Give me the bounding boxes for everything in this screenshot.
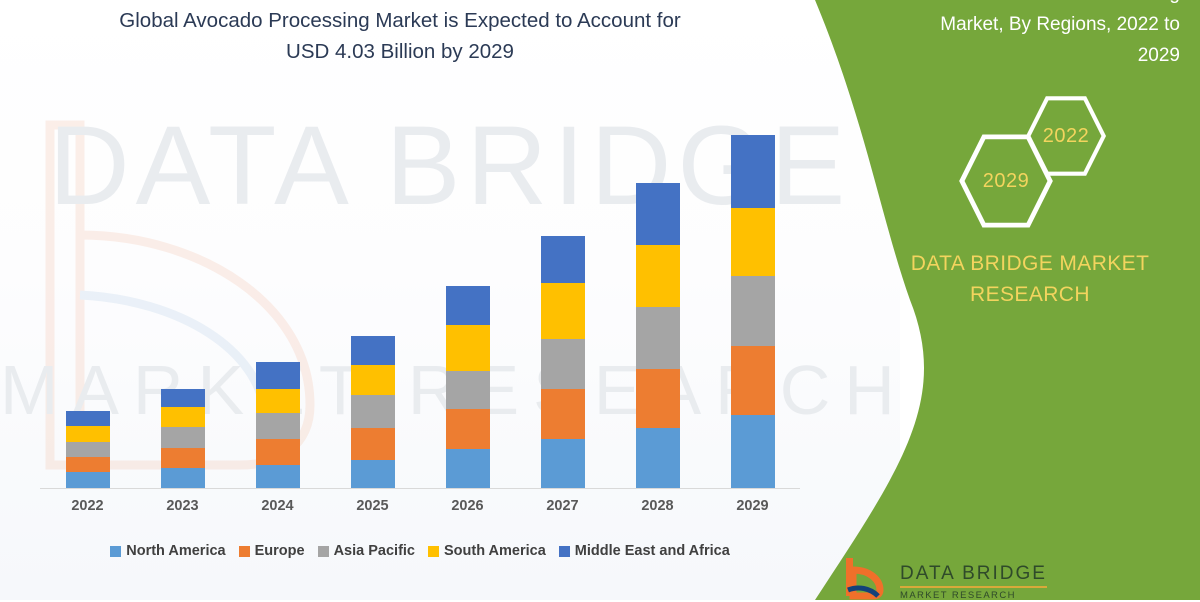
legend-label: Asia Pacific: [333, 543, 415, 559]
legend-swatch-icon: [558, 545, 570, 557]
bar-segment-south-america[interactable]: [65, 426, 110, 442]
brand-line-2: RESEARCH: [970, 283, 1090, 306]
bar-segment-north-america[interactable]: [350, 460, 395, 488]
chart-legend: North America Europe Asia Pacific South Ame…: [40, 539, 800, 563]
green-panel-title-line-1: Market, By Regions, 2022 to: [940, 14, 1180, 35]
bar-column-2024[interactable]: [255, 362, 300, 488]
legend-label: South America: [444, 543, 546, 559]
x-axis-label-2024: 2024: [261, 498, 294, 514]
bar-segment-middle-east-and-africa[interactable]: [160, 389, 205, 407]
footer-logo-line-2: MARKET RESEARCH: [900, 590, 1016, 601]
x-axis-label-2022: 2022: [71, 498, 104, 514]
bar-column-2027[interactable]: [540, 236, 585, 488]
bar-segment-europe[interactable]: [635, 369, 680, 428]
x-axis-labels: 2022 2023 2024 2025 2026 2027 2028 2029: [40, 498, 800, 522]
legend-label: Europe: [254, 543, 305, 559]
bar-segment-europe[interactable]: [65, 457, 110, 472]
data-bridge-logo-icon: [846, 558, 884, 600]
bar-column-2023[interactable]: [160, 389, 205, 488]
brand-name: DATA BRIDGE MARKET RESEARCH: [880, 248, 1180, 310]
bar-column-2022[interactable]: [65, 411, 110, 488]
bar-segment-asia-pacific[interactable]: [730, 276, 775, 346]
bar-segment-south-america[interactable]: [160, 407, 205, 427]
bar-segment-north-america[interactable]: [635, 428, 680, 488]
bar-segment-north-america[interactable]: [540, 439, 585, 488]
legend-item-north-america[interactable]: North America: [110, 543, 226, 559]
bar-chart-plot-area: [40, 110, 800, 488]
bar-segment-asia-pacific[interactable]: [160, 427, 205, 448]
bar-segment-north-america[interactable]: [160, 468, 205, 488]
x-axis-label-2027: 2027: [546, 498, 579, 514]
x-axis-label-2023: 2023: [166, 498, 199, 514]
bar-segment-middle-east-and-africa[interactable]: [65, 411, 110, 426]
legend-item-asia-pacific[interactable]: Asia Pacific: [317, 543, 415, 559]
hexagon-label-2029: 2029: [982, 169, 1030, 192]
chart-title-line-2: USD 4.03 Billion by 2029: [286, 40, 514, 63]
hexagon-label-2022: 2022: [1042, 124, 1090, 147]
bar-segment-asia-pacific[interactable]: [255, 413, 300, 439]
footer-logo-line-1: DATA BRIDGE: [900, 564, 1047, 588]
bar-segment-middle-east-and-africa[interactable]: [635, 183, 680, 245]
bar-segment-europe[interactable]: [540, 389, 585, 439]
bar-segment-south-america[interactable]: [540, 283, 585, 339]
x-axis-label-2025: 2025: [356, 498, 389, 514]
hexagon-badge-2022: 2022: [1025, 95, 1107, 177]
bar-segment-middle-east-and-africa[interactable]: [540, 236, 585, 283]
bar-segment-south-america[interactable]: [635, 245, 680, 307]
green-panel-title-line-2: 2029: [1137, 45, 1180, 66]
x-axis-label-2029: 2029: [736, 498, 769, 514]
bar-segment-asia-pacific[interactable]: [540, 339, 585, 389]
legend-item-south-america[interactable]: South America: [428, 543, 546, 559]
bar-segment-asia-pacific[interactable]: [635, 307, 680, 369]
bar-segment-asia-pacific[interactable]: [445, 371, 490, 409]
bar-segment-north-america[interactable]: [445, 449, 490, 488]
bar-segment-south-america[interactable]: [730, 208, 775, 276]
green-panel-title-line-clipped: Global Avocado Processing: [880, 0, 1180, 9]
bar-segment-asia-pacific[interactable]: [350, 395, 395, 428]
bar-segment-europe[interactable]: [160, 448, 205, 468]
bar-segment-middle-east-and-africa[interactable]: [445, 286, 490, 325]
brand-line-1: DATA BRIDGE MARKET: [910, 252, 1150, 275]
legend-item-middle-east-and-africa[interactable]: Middle East and Africa: [558, 543, 730, 559]
watermark-top-text: DATA BRIDGE: [48, 103, 852, 228]
bar-segment-europe[interactable]: [730, 346, 775, 415]
hexagon-badges: 2029 2022: [920, 95, 1120, 228]
bar-segment-north-america[interactable]: [255, 465, 300, 488]
bar-column-2025[interactable]: [350, 336, 395, 488]
bar-segment-south-america[interactable]: [445, 325, 490, 371]
legend-label: North America: [126, 543, 226, 559]
chart-panel: DATA BRIDGE MARKET RESEARCH Global Avoca…: [0, 0, 900, 600]
bar-column-2029[interactable]: [730, 135, 775, 488]
green-panel-title: Global Avocado Processing Market, By Reg…: [880, 0, 1180, 71]
bar-segment-europe[interactable]: [350, 428, 395, 460]
bar-column-2028[interactable]: [635, 183, 680, 488]
bar-segment-south-america[interactable]: [350, 365, 395, 395]
legend-swatch-icon: [238, 545, 250, 557]
x-axis-label-2028: 2028: [641, 498, 674, 514]
bar-segment-middle-east-and-africa[interactable]: [255, 362, 300, 389]
bar-segment-north-america[interactable]: [65, 472, 110, 488]
bar-segment-europe[interactable]: [445, 409, 490, 449]
footer-logo: DATA BRIDGE MARKET RESEARCH: [840, 556, 1170, 602]
chart-title: Global Avocado Processing Market is Expe…: [55, 5, 745, 67]
bar-segment-middle-east-and-africa[interactable]: [730, 135, 775, 208]
legend-item-europe[interactable]: Europe: [238, 543, 305, 559]
legend-swatch-icon: [317, 545, 329, 557]
x-axis-line: [40, 488, 800, 489]
legend-swatch-icon: [428, 545, 439, 557]
bar-segment-asia-pacific[interactable]: [65, 442, 110, 457]
legend-label: Middle East and Africa: [574, 543, 730, 559]
bar-segment-north-america[interactable]: [730, 415, 775, 488]
bar-segment-middle-east-and-africa[interactable]: [350, 336, 395, 365]
bar-segment-south-america[interactable]: [255, 389, 300, 413]
chart-title-line-1: Global Avocado Processing Market is Expe…: [119, 9, 681, 32]
bar-column-2026[interactable]: [445, 286, 490, 488]
legend-swatch-icon: [110, 545, 122, 557]
bar-segment-europe[interactable]: [255, 439, 300, 465]
x-axis-label-2026: 2026: [451, 498, 484, 514]
footer-logo-text: DATA BRIDGE MARKET RESEARCH: [900, 556, 1047, 602]
